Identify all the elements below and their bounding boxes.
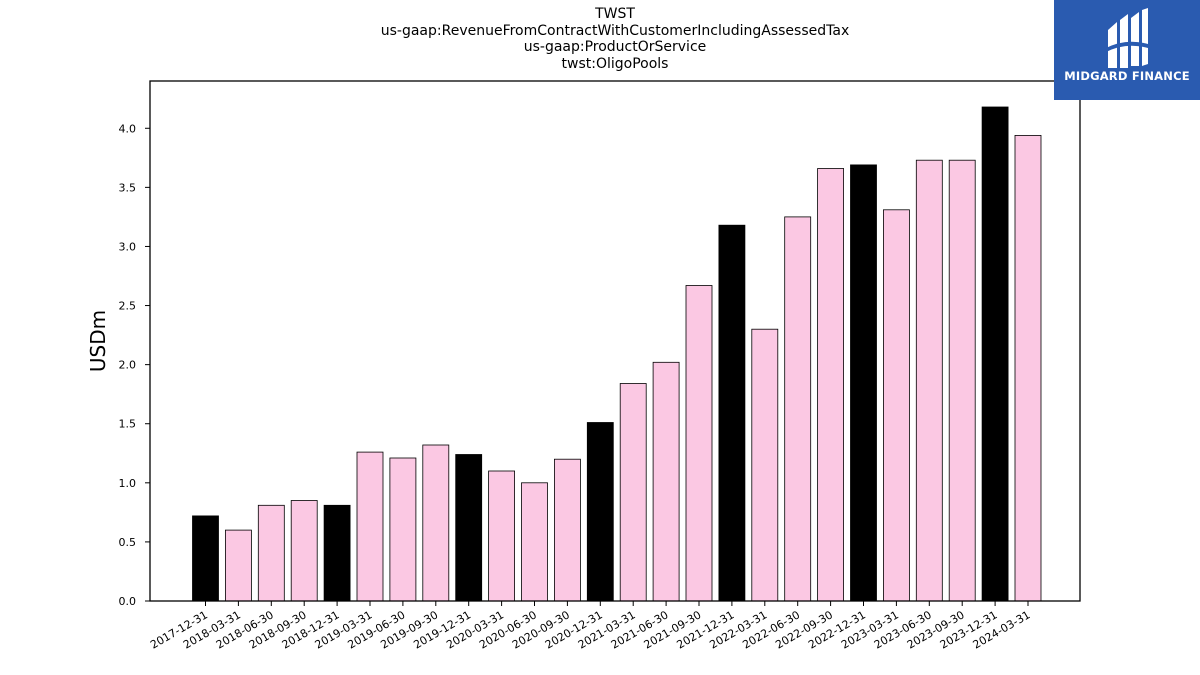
midgard-logo-mark-icon [1106,8,1148,68]
chart-title: TWST us-gaap:RevenueFromContractWithCust… [0,6,1200,72]
bar-2019-12-31 [455,454,483,602]
bar-2017-12-31 [192,515,219,602]
bar-2020-09-30 [554,458,581,602]
bars-group [192,106,1042,602]
bar-2020-06-30 [521,482,548,602]
y-axis-ticks: 0.0 0.5 1.0 1.5 2.0 2.5 3.0 3.5 4.0 [119,122,150,608]
y-tick-label: 3.5 [119,181,137,194]
bar-2018-06-30 [257,504,285,602]
bar-2020-03-31 [488,470,516,602]
y-axis-label: USDm [86,310,110,372]
bar-2022-06-30 [784,216,812,602]
y-tick-label: 4.0 [119,122,137,135]
bar-2019-06-30 [389,457,417,602]
bar-2024-03-31 [1014,134,1042,602]
y-tick-label: 1.5 [119,418,137,431]
title-line-concept: us-gaap:RevenueFromContractWithCustomerI… [380,22,850,39]
bar-2022-12-31 [850,164,877,602]
bar-2023-03-31 [883,209,910,602]
bar-2022-03-31 [751,328,779,602]
y-tick-label: 1.0 [119,477,137,490]
bar-2018-09-30 [290,500,318,602]
bar-2019-09-30 [422,444,450,602]
y-tick-label: 0.5 [119,536,137,549]
bar-2018-12-31 [323,504,351,602]
bar-2023-06-30 [915,159,943,602]
title-line-member: twst:OligoPools [561,55,669,72]
bar-2022-09-30 [817,168,844,602]
title-line-ticker: TWST [595,6,635,22]
bar-2019-03-31 [356,451,384,602]
bar-2021-12-31 [718,224,746,602]
bar-2021-09-30 [685,285,713,602]
bar-2023-09-30 [948,159,976,602]
bar-2021-06-30 [652,361,680,602]
y-tick-label: 2.5 [119,300,137,313]
bar-2021-03-31 [619,383,647,602]
y-tick-label: 3.0 [119,240,137,253]
bar-2023-12-31 [981,106,1009,602]
bar-2020-12-31 [586,422,614,602]
title-line-axis: us-gaap:ProductOrService [523,39,707,55]
y-tick-label: 0.0 [119,595,137,608]
logo-text: MIDGARD FINANCE [1064,69,1190,83]
plot-frame [149,80,1081,602]
x-axis-ticks: 2017-12-312018-03-312018-06-302018-09-30… [148,601,1033,652]
bar-2018-03-31 [224,529,252,602]
y-tick-label: 2.0 [119,359,137,372]
midgard-finance-logo: MIDGARD FINANCE [1054,0,1200,100]
